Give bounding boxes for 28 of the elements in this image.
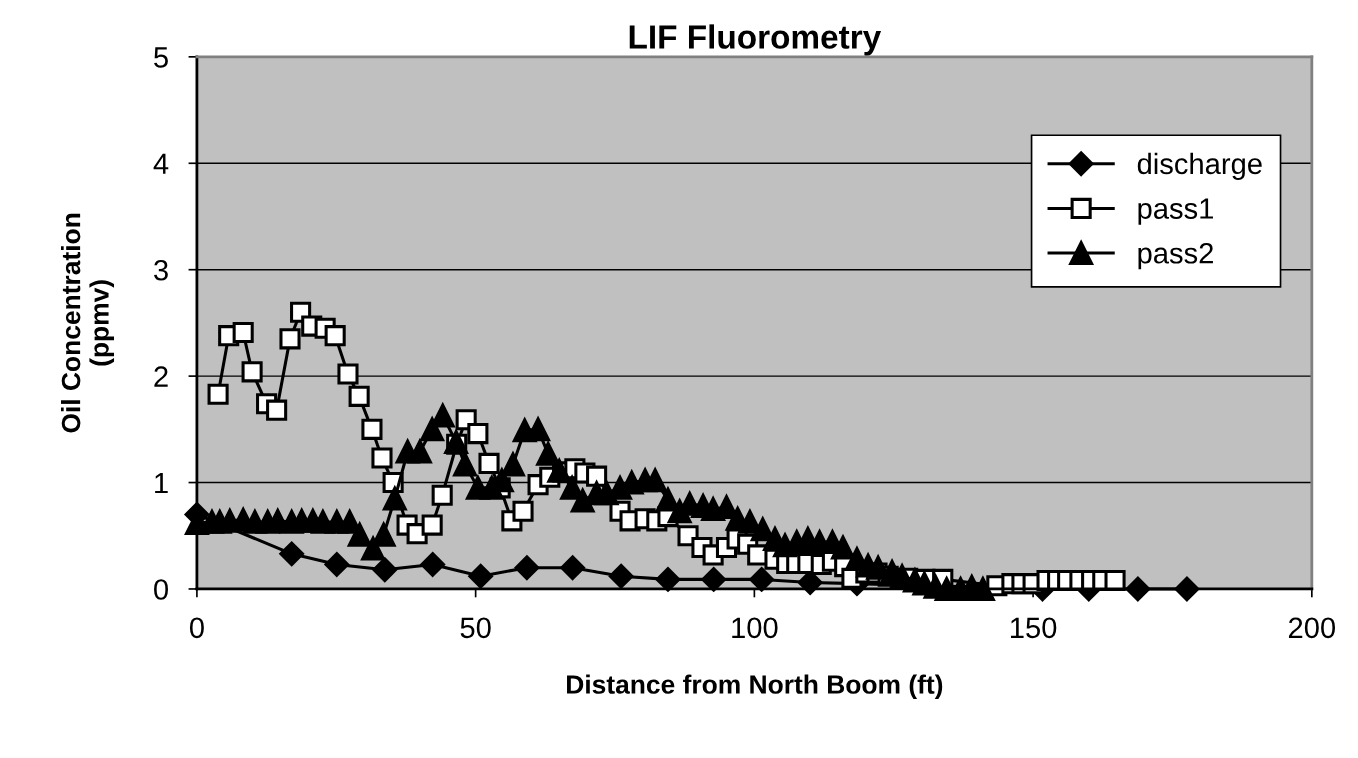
point [420,552,446,577]
point [514,555,540,581]
y-tick-label: 4 [153,153,169,174]
point [372,557,398,583]
point [468,563,493,589]
point [655,567,681,592]
point [608,563,634,589]
x-tick-label: 0 [189,617,204,639]
point [701,567,727,592]
legend-label: pass2 [1138,242,1213,270]
legend-label: discharge [1137,152,1262,180]
y-tick-label: 1 [155,473,168,494]
chart-title: LIF Fluorometry [629,24,882,56]
point [560,555,585,581]
point [279,541,305,567]
point [324,552,350,577]
x-tick-label: 50 [460,617,491,639]
x-tick-label: 200 [1288,617,1336,639]
x-tick-label: 100 [732,617,778,639]
point [749,567,774,592]
y-tick-label: 2 [154,366,168,387]
x-tick-label: 150 [1010,617,1057,639]
x-axis-title: Distance from North Boom (ft) [567,674,943,700]
y-axis-title: Oil Concentration (ppmv) [61,213,115,433]
legend-label: pass1 [1138,198,1213,225]
y-tick-label: 5 [154,47,168,68]
y-tick-label: 0 [154,579,168,600]
y-tick-label: 3 [154,259,168,281]
